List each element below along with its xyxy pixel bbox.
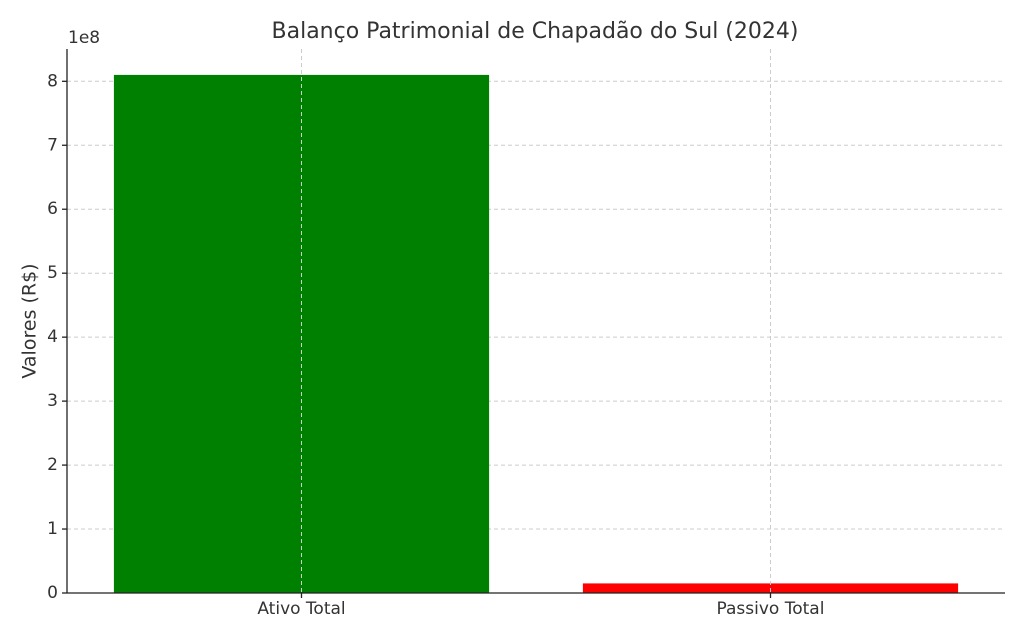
y-offset-label: 1e8 [68, 28, 100, 48]
y-tick-label: 2 [47, 455, 58, 475]
y-tick-label: 7 [47, 135, 58, 155]
x-tick-label: Passivo Total [717, 599, 825, 619]
x-tick-label: Ativo Total [257, 599, 345, 619]
y-axis-label: Valores (R$) [19, 263, 41, 378]
chart-title: Balanço Patrimonial de Chapadão do Sul (… [272, 19, 799, 44]
y-tick-label: 8 [47, 71, 58, 91]
y-tick-label: 4 [47, 327, 58, 347]
bar [113, 74, 490, 593]
y-tick-label: 5 [47, 263, 58, 283]
y-tick-label: 3 [47, 391, 58, 411]
y-tick-label: 0 [47, 583, 58, 603]
y-tick-label: 6 [47, 199, 58, 219]
y-tick-label: 1 [47, 519, 58, 539]
